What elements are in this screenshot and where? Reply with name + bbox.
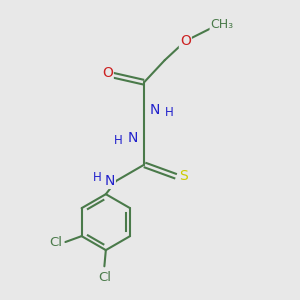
- Text: S: S: [179, 169, 188, 184]
- Text: H: H: [165, 106, 173, 119]
- Text: Cl: Cl: [50, 236, 62, 248]
- Text: O: O: [102, 66, 113, 80]
- Text: methyl: methyl: [224, 24, 229, 25]
- Text: N: N: [150, 103, 160, 117]
- Text: N: N: [104, 174, 115, 188]
- Text: N: N: [128, 131, 138, 145]
- Text: O: O: [180, 34, 191, 48]
- Text: H: H: [114, 134, 123, 147]
- Text: CH₃: CH₃: [211, 18, 234, 32]
- Text: H: H: [93, 171, 101, 184]
- Text: Cl: Cl: [98, 271, 111, 284]
